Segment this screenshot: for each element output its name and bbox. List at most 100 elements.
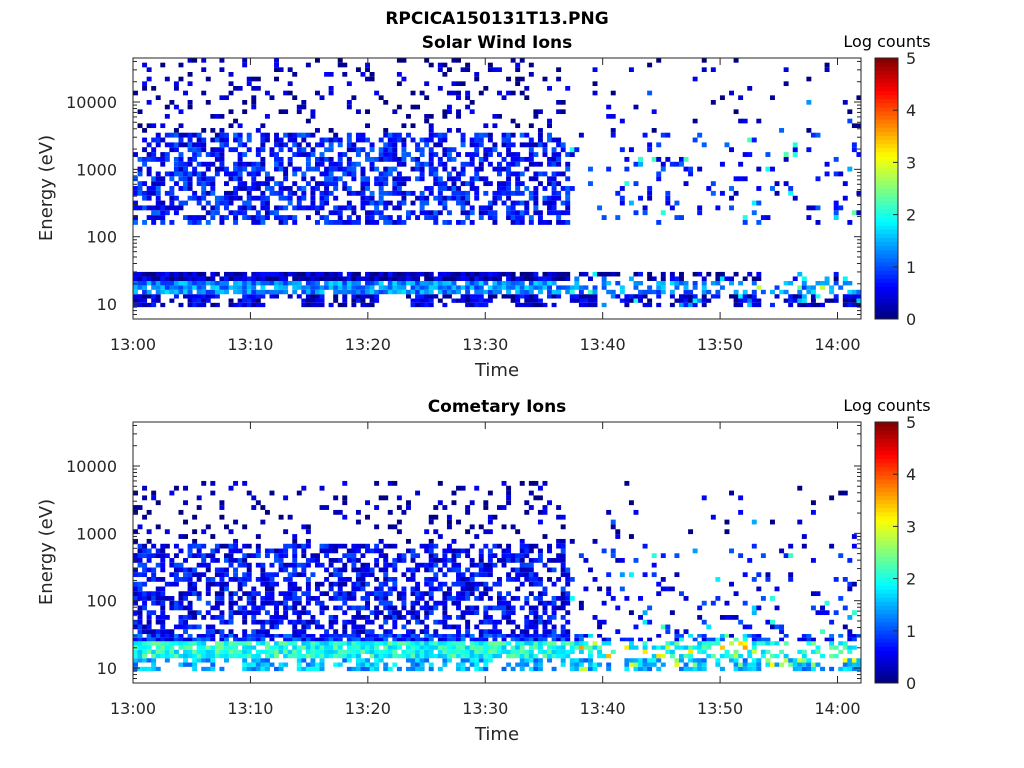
spectrogram-cell: [315, 600, 320, 606]
spectrogram-cell: [133, 152, 138, 157]
spectrogram-cell: [815, 205, 821, 211]
spectrogram-cell: [274, 210, 279, 216]
spectrogram-cell: [474, 666, 480, 672]
spectrogram-cell: [424, 548, 430, 554]
spectrogram-cell: [305, 662, 311, 667]
spectrogram-cell: [278, 276, 284, 281]
spectrogram-cell: [155, 634, 161, 638]
spectrogram-cell: [169, 634, 175, 638]
spectrogram-cell: [801, 634, 807, 638]
spectrogram-cell: [251, 280, 257, 286]
spectrogram-cell: [274, 76, 279, 82]
spectrogram-cell: [169, 572, 175, 578]
spectrogram-cell: [742, 176, 748, 182]
spectrogram-cell: [533, 581, 539, 587]
spectrogram-cell: [415, 490, 421, 496]
spectrogram-cell: [437, 600, 443, 606]
spectrogram-cell: [537, 641, 543, 646]
spectrogram-cell: [701, 294, 707, 299]
spectrogram-cell: [460, 200, 466, 206]
spectrogram-cell: [770, 619, 775, 625]
spectrogram-cell: [446, 543, 452, 549]
spectrogram-cell: [192, 152, 198, 157]
spectrogram-cell: [337, 166, 343, 172]
spectrogram-cell: [415, 553, 421, 559]
spectrogram-cell: [133, 624, 138, 630]
spectrogram-cell: [515, 558, 521, 563]
spectrogram-cell: [328, 142, 334, 148]
spectrogram-cell: [396, 553, 402, 559]
spectrogram-cell: [333, 298, 339, 303]
spectrogram-cell: [342, 629, 348, 635]
spectrogram-cell: [565, 176, 571, 182]
spectrogram-cell: [274, 67, 279, 73]
spectrogram-cell: [396, 186, 402, 191]
spectrogram-cell: [474, 76, 480, 82]
spectrogram-cell: [151, 271, 157, 277]
spectrogram-cell: [415, 142, 421, 148]
spectrogram-cell: [478, 596, 484, 601]
spectrogram-cell: [747, 558, 753, 563]
spectrogram-cell: [537, 181, 543, 187]
spectrogram-cell: [378, 581, 384, 587]
spectrogram-cell: [815, 645, 821, 650]
spectrogram-cell: [133, 200, 138, 206]
spectrogram-cell: [219, 152, 225, 157]
spectrogram-cell: [469, 610, 475, 616]
spectrogram-cell: [624, 596, 630, 601]
spectrogram-cell: [310, 294, 316, 299]
spectrogram-cell: [451, 624, 457, 630]
spectrogram-cell: [333, 649, 339, 654]
spectrogram-cell: [592, 641, 598, 646]
spectrogram-cell: [537, 637, 543, 642]
spectrogram-cell: [524, 619, 530, 625]
spectrogram-cell: [433, 577, 439, 582]
spectrogram-cell: [446, 567, 452, 573]
spectrogram-cell: [483, 132, 489, 138]
spectrogram-cell: [788, 658, 794, 663]
spectrogram-cell: [305, 118, 311, 124]
spectrogram-cell: [556, 195, 562, 201]
spectrogram-cell: [692, 637, 698, 642]
spectrogram-cell: [719, 276, 725, 281]
spectrogram-cell: [533, 543, 539, 549]
spectrogram-cell: [656, 289, 662, 295]
panel-cometary-ions: Cometary Ions Log counts 10100100010000 …: [36, 396, 931, 745]
spectrogram-cell: [251, 495, 257, 501]
spectrogram-cell: [451, 298, 457, 303]
spectrogram-cell: [497, 596, 502, 601]
spectrogram-cell: [424, 81, 430, 87]
spectrogram-cell: [437, 210, 443, 216]
spectrogram-cell: [406, 176, 411, 182]
spectrogram-cell: [851, 534, 857, 539]
spectrogram-cell: [224, 276, 229, 281]
spectrogram-cell: [460, 294, 466, 299]
spectrogram-cell: [160, 649, 166, 654]
spectrogram-cell: [833, 294, 839, 299]
spectrogram-cell: [178, 142, 184, 148]
spectrogram-cell: [301, 553, 307, 559]
spectrogram-cell: [201, 298, 207, 303]
spectrogram-cell: [560, 596, 566, 601]
spectrogram-cell: [178, 662, 184, 667]
spectrogram-cell: [346, 619, 352, 625]
spectrogram-cell: [547, 86, 552, 91]
spectrogram-cell: [533, 645, 539, 650]
spectrogram-cell: [751, 276, 757, 281]
spectrogram-cell: [456, 200, 461, 206]
spectrogram-cell: [560, 200, 566, 206]
colorbar-segment: [875, 523, 898, 529]
spectrogram-cell: [547, 641, 552, 646]
spectrogram-cell: [183, 596, 188, 601]
spectrogram-cell: [392, 280, 398, 286]
spectrogram-cell: [255, 641, 261, 646]
spectrogram-cell: [196, 653, 202, 659]
spectrogram-cell: [719, 285, 725, 290]
spectrogram-cell: [738, 298, 744, 303]
spectrogram-cell: [228, 302, 234, 308]
spectrogram-cell: [374, 596, 380, 601]
y-axis-label: Energy (eV): [36, 135, 57, 241]
spectrogram-cell: [269, 186, 275, 191]
spectrogram-cell: [337, 210, 343, 216]
spectrogram-cell: [383, 637, 389, 642]
